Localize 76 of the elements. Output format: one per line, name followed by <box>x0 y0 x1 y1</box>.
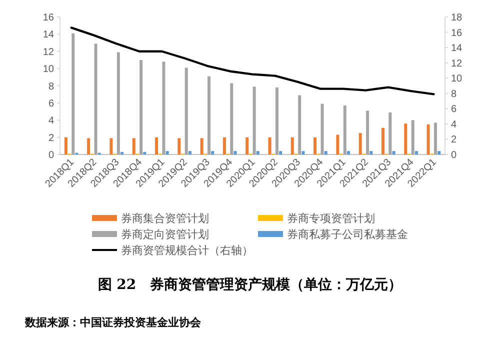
bar <box>178 138 181 154</box>
bar <box>426 124 430 154</box>
bar <box>234 151 237 154</box>
legend-label: 券商定向资管计划 <box>121 228 209 241</box>
y-tick-label: 16 <box>42 12 54 24</box>
bar <box>314 137 317 154</box>
bar <box>211 151 214 154</box>
bar <box>268 137 272 154</box>
y-tick-label: 8 <box>48 81 54 92</box>
y-tick-label: 4 <box>48 116 54 127</box>
bar <box>140 60 143 154</box>
bar <box>87 138 90 154</box>
bar <box>434 122 437 154</box>
bar <box>279 151 282 154</box>
bar <box>120 152 124 154</box>
bar <box>162 62 166 154</box>
y2-tick-label: 10 <box>451 74 463 85</box>
bar <box>404 124 408 154</box>
y-tick-label: 6 <box>48 98 54 110</box>
legend-label: 券商专项资管计划 <box>287 212 375 225</box>
y-tick-label: 10 <box>42 64 54 76</box>
bar <box>155 137 158 154</box>
bar <box>343 106 346 154</box>
bar <box>230 83 234 154</box>
bar <box>324 151 328 154</box>
source-note: 数据来源：中国证券投资基金业协会 <box>24 316 202 329</box>
bar <box>320 104 324 154</box>
bar <box>411 120 414 154</box>
bar <box>366 110 370 154</box>
bar <box>381 128 384 154</box>
bar <box>346 151 350 154</box>
y2-tick-label: 14 <box>451 43 463 54</box>
bar <box>116 52 120 154</box>
bar <box>200 138 204 154</box>
bar <box>72 33 75 154</box>
bar <box>208 76 211 154</box>
bar <box>302 151 305 154</box>
bar <box>64 137 68 154</box>
bar <box>246 137 249 154</box>
y-tick-label: 12 <box>42 46 54 58</box>
bar <box>392 151 396 154</box>
y-tick-label: 0 <box>48 150 54 161</box>
text: 图 22 券商资管管理资产规模（单位：万亿元） <box>98 276 402 293</box>
bar <box>222 137 226 154</box>
bar <box>298 95 302 154</box>
y2-tick-label: 8 <box>451 88 457 100</box>
bar <box>414 151 418 154</box>
bar <box>275 87 278 154</box>
bar <box>184 68 188 154</box>
bar <box>358 133 362 154</box>
bar <box>143 152 146 154</box>
y2-tick-label: 2 <box>451 134 457 146</box>
y2-tick-label: 0 <box>451 150 457 161</box>
legend-label: 券商资管规模合计（右轴） <box>121 244 253 257</box>
bar <box>188 151 192 154</box>
legend-label: 券商私募子公司私募基金 <box>287 228 408 241</box>
y2-tick-label: 12 <box>451 58 463 70</box>
y2-tick-label: 18 <box>451 12 463 24</box>
legend-label: 券商集合资管计划 <box>121 212 209 225</box>
line-series <box>70 26 435 96</box>
bar <box>388 112 392 154</box>
y-tick-label: 14 <box>42 30 54 41</box>
bar <box>256 151 260 154</box>
bar <box>110 138 113 154</box>
y2-tick-label: 16 <box>451 28 463 39</box>
bar <box>290 137 294 154</box>
bar <box>94 44 98 154</box>
bar <box>252 86 256 154</box>
bar <box>370 151 373 154</box>
y2-tick-label: 4 <box>451 119 457 130</box>
bar <box>336 134 340 154</box>
bar <box>438 151 441 154</box>
y-tick-label: 2 <box>48 132 54 144</box>
bar <box>166 151 169 154</box>
bar <box>132 138 136 154</box>
y2-tick-label: 6 <box>451 104 457 116</box>
